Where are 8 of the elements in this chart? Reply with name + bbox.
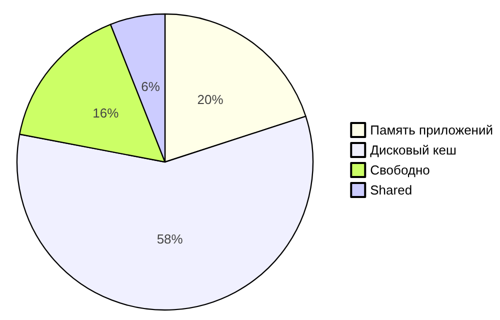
legend-label: Память приложений (370, 122, 494, 138)
data-label: 16% (92, 105, 120, 120)
legend-label: Shared (370, 182, 412, 198)
legend-label: Свободно (370, 162, 430, 178)
legend-label: Дисковый кеш (370, 142, 456, 158)
data-label: 58% (156, 231, 184, 246)
data-label: 20% (197, 92, 224, 108)
data-label: 6% (141, 78, 160, 94)
